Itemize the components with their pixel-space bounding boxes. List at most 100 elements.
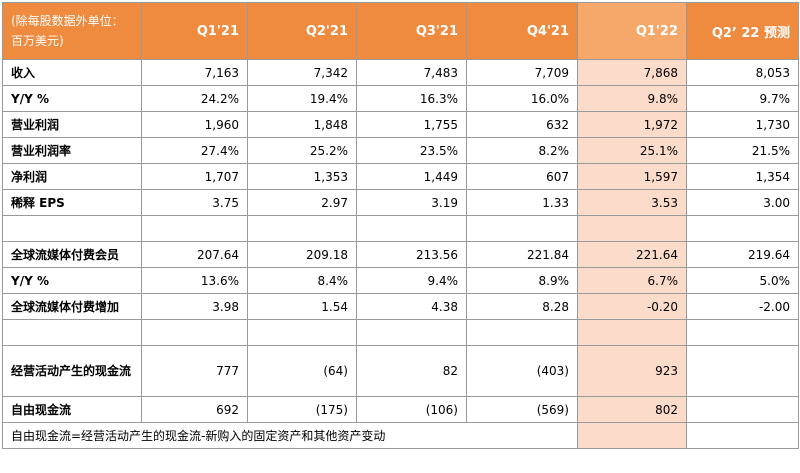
table-row: 全球流媒体付费增加 3.98 1.54 4.38 8.28 -0.20 -2.0… xyxy=(2,293,799,320)
table-cell: 1.33 xyxy=(466,189,578,216)
table-cell: 7,868 xyxy=(577,59,687,86)
table-cell: 8.9% xyxy=(466,267,578,294)
table-cell: 16.3% xyxy=(356,85,467,112)
table-cell: 3.53 xyxy=(577,189,687,216)
table-cell: 923 xyxy=(577,345,687,397)
table-cell: 8.4% xyxy=(247,267,357,294)
row-label: 营业利润率 xyxy=(2,137,142,164)
table-cell: 207.64 xyxy=(141,241,248,268)
table-cell xyxy=(686,345,799,397)
row-label: Y/Y % xyxy=(2,267,142,294)
table-cell: 19.4% xyxy=(247,85,357,112)
row-label: 全球流媒体付费会员 xyxy=(2,241,142,268)
table-cell: 1,597 xyxy=(577,163,687,190)
header-row: (除每股数据外单位：百万美元) Q1'21 Q2'21 Q3'21 Q4'21 … xyxy=(2,2,799,60)
table-cell: 25.2% xyxy=(247,137,357,164)
table-cell: 1,353 xyxy=(247,163,357,190)
col-header-q3-21: Q3'21 xyxy=(356,2,467,60)
table-cell: 1.54 xyxy=(247,293,357,320)
table-cell: 1,449 xyxy=(356,163,467,190)
table-row: Y/Y % 13.6% 8.4% 9.4% 8.9% 6.7% 5.0% xyxy=(2,267,799,294)
table-cell: 7,163 xyxy=(141,59,248,86)
table-cell: (403) xyxy=(466,345,578,397)
row-label: Y/Y % xyxy=(2,85,142,112)
row-label xyxy=(2,319,142,346)
table-cell: 802 xyxy=(577,396,687,423)
table-cell: (175) xyxy=(247,396,357,423)
table-cell xyxy=(686,319,799,346)
table-cell xyxy=(577,319,687,346)
col-header-q2-22-forecast: Q2’ 22 预测 xyxy=(686,2,799,60)
table-cell xyxy=(356,215,467,242)
unit-note: (除每股数据外单位：百万美元) xyxy=(2,2,142,60)
table-cell: 9.8% xyxy=(577,85,687,112)
table-cell: 3.00 xyxy=(686,189,799,216)
table-cell xyxy=(356,319,467,346)
table-row: 净利润 1,707 1,353 1,449 607 1,597 1,354 xyxy=(2,163,799,190)
table-row: 收入 7,163 7,342 7,483 7,709 7,868 8,053 xyxy=(2,59,799,86)
table-cell: 2.97 xyxy=(247,189,357,216)
table-cell: 7,483 xyxy=(356,59,467,86)
col-header-q1-22: Q1'22 xyxy=(577,2,687,60)
col-header-q4-21: Q4'21 xyxy=(466,2,578,60)
table-row: 营业利润 1,960 1,848 1,755 632 1,972 1,730 xyxy=(2,111,799,138)
table-cell: 221.84 xyxy=(466,241,578,268)
row-label: 营业利润 xyxy=(2,111,142,138)
table-cell: 1,354 xyxy=(686,163,799,190)
table-cell: 8.28 xyxy=(466,293,578,320)
table-cell: 1,960 xyxy=(141,111,248,138)
table-row: 自由现金流 692 (175) (106) (569) 802 xyxy=(2,396,799,423)
table-cell xyxy=(686,396,799,423)
table-cell: (569) xyxy=(466,396,578,423)
table-row: 营业利润率 27.4% 25.2% 23.5% 8.2% 25.1% 21.5% xyxy=(2,137,799,164)
table-cell: 27.4% xyxy=(141,137,248,164)
table-cell: 221.64 xyxy=(577,241,687,268)
table-cell: 1,707 xyxy=(141,163,248,190)
table-cell: (64) xyxy=(247,345,357,397)
table-cell: 1,848 xyxy=(247,111,357,138)
table-cell: 5.0% xyxy=(686,267,799,294)
table-row: 全球流媒体付费会员 207.64 209.18 213.56 221.84 22… xyxy=(2,241,799,268)
table-cell xyxy=(466,319,578,346)
footnote: 自由现金流=经营活动产生的现金流-新购入的固定资产和其他资产变动 xyxy=(2,422,578,449)
table-cell xyxy=(686,422,799,449)
table-cell: 3.75 xyxy=(141,189,248,216)
table-cell: 1,755 xyxy=(356,111,467,138)
table-cell: 6.7% xyxy=(577,267,687,294)
table-cell: 1,972 xyxy=(577,111,687,138)
table-cell xyxy=(466,215,578,242)
table-cell: -0.20 xyxy=(577,293,687,320)
table-cell xyxy=(247,319,357,346)
table-cell: 3.98 xyxy=(141,293,248,320)
spacer-row xyxy=(2,215,799,242)
table-cell: 23.5% xyxy=(356,137,467,164)
row-label: 经营活动产生的现金流 xyxy=(2,345,142,397)
table-row: 经营活动产生的现金流 777 (64) 82 (403) 923 xyxy=(2,345,799,397)
table-cell: 25.1% xyxy=(577,137,687,164)
row-label: 稀释 EPS xyxy=(2,189,142,216)
col-header-q1-21: Q1'21 xyxy=(141,2,248,60)
table-cell: 24.2% xyxy=(141,85,248,112)
table-cell: 3.19 xyxy=(356,189,467,216)
table-cell: 82 xyxy=(356,345,467,397)
table-cell: 692 xyxy=(141,396,248,423)
table-cell: 9.7% xyxy=(686,85,799,112)
row-label: 净利润 xyxy=(2,163,142,190)
row-label: 自由现金流 xyxy=(2,396,142,423)
table-cell: 9.4% xyxy=(356,267,467,294)
table-cell: 4.38 xyxy=(356,293,467,320)
table-cell xyxy=(141,319,248,346)
table-cell: 213.56 xyxy=(356,241,467,268)
spacer-row xyxy=(2,319,799,346)
table-cell: 209.18 xyxy=(247,241,357,268)
table-cell: 219.64 xyxy=(686,241,799,268)
table-cell xyxy=(686,215,799,242)
table-cell: 8.2% xyxy=(466,137,578,164)
table-cell: 7,709 xyxy=(466,59,578,86)
table-cell: 1,730 xyxy=(686,111,799,138)
table-cell: -2.00 xyxy=(686,293,799,320)
table-cell: 13.6% xyxy=(141,267,248,294)
row-label xyxy=(2,215,142,242)
table-row: Y/Y % 24.2% 19.4% 16.3% 16.0% 9.8% 9.7% xyxy=(2,85,799,112)
